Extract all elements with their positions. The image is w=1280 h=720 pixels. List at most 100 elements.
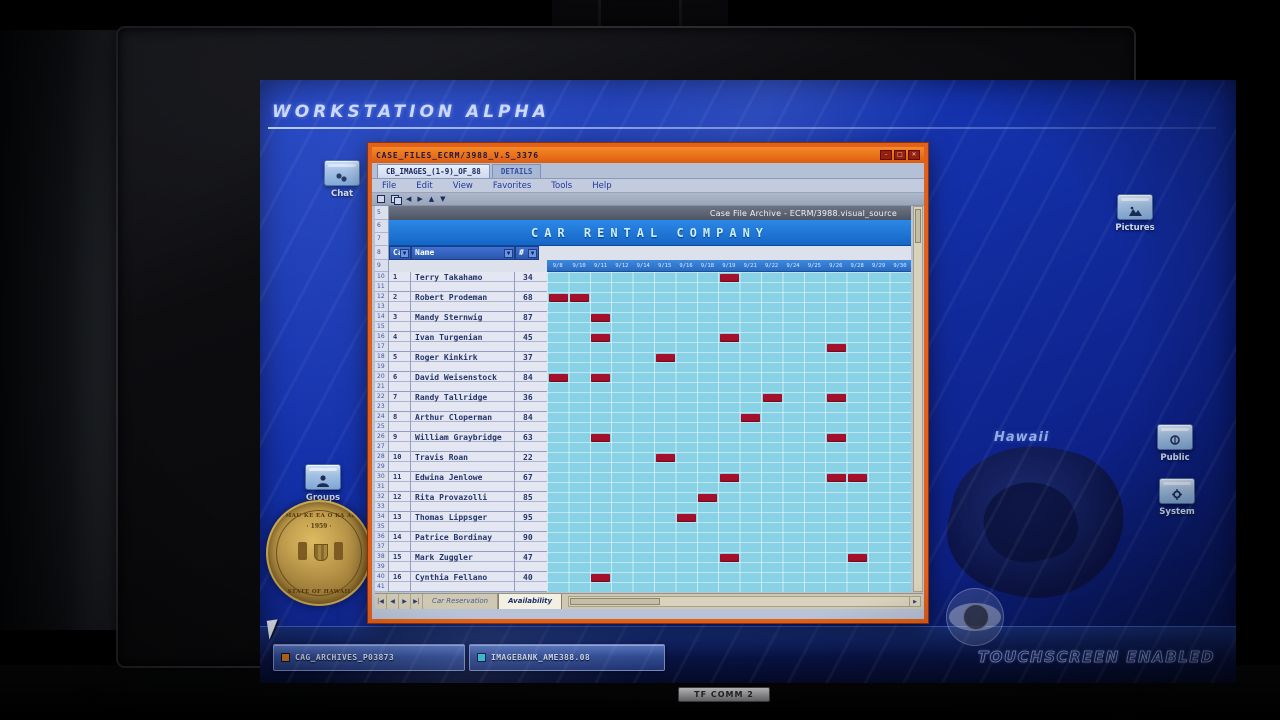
row-number-14[interactable]: 14: [375, 312, 388, 322]
doc-tab-details[interactable]: DETAILS: [491, 164, 542, 178]
filter-dropdown-icon[interactable]: ▼: [528, 249, 537, 258]
doc-tab-cb-images-1-9-of-88[interactable]: CB_IMAGES_(1-9)_OF_88: [377, 164, 490, 178]
row-number-5[interactable]: 5: [375, 206, 388, 220]
car-cell[interactable]: 5: [389, 352, 411, 372]
car-cell[interactable]: 16: [389, 572, 411, 592]
car-cell[interactable]: 4: [389, 332, 411, 352]
num-cell[interactable]: 95: [523, 513, 533, 522]
name-cell[interactable]: William Graybridge: [411, 432, 515, 452]
car-cell[interactable]: 1: [389, 272, 411, 292]
car-cell[interactable]: 2: [389, 292, 411, 312]
num-cell[interactable]: 40: [523, 573, 533, 582]
menu-favorites[interactable]: Favorites: [492, 180, 532, 191]
sheet-tab-availability[interactable]: Availability: [498, 594, 563, 609]
row-number-25[interactable]: 25: [375, 422, 388, 432]
sheet-nav-arrow[interactable]: ▶: [399, 594, 411, 609]
desktop-icon-groups[interactable]: Groups: [291, 464, 355, 503]
desktop-icon-pictures[interactable]: Pictures: [1103, 194, 1167, 233]
car-cell[interactable]: 15: [389, 552, 411, 572]
forward-icon[interactable]: ▶: [417, 195, 423, 203]
duplicate-window-icon[interactable]: [391, 195, 402, 205]
name-cell[interactable]: Terry Takahamo: [411, 272, 515, 292]
row-number-26[interactable]: 26: [375, 432, 388, 442]
row-number-20[interactable]: 20: [375, 372, 388, 382]
sheet-tab-car-reservation[interactable]: Car Reservation: [423, 594, 499, 609]
row-number-32[interactable]: 32: [375, 492, 388, 502]
car-cell[interactable]: 3: [389, 312, 411, 332]
desktop-icon-chat[interactable]: Chat: [310, 160, 374, 199]
vertical-scrollbar[interactable]: [913, 206, 923, 592]
num-cell[interactable]: 34: [523, 273, 533, 282]
filter-dropdown-icon[interactable]: ▼: [400, 249, 409, 258]
row-number-17[interactable]: 17: [375, 342, 388, 352]
name-cell[interactable]: Travis Roan: [411, 452, 515, 472]
car-cell[interactable]: 10: [389, 452, 411, 472]
table-row-mandy-sternwig[interactable]: 3 Mandy Sternwig 87: [389, 312, 547, 332]
row-number-7[interactable]: 7: [375, 233, 388, 246]
num-cell[interactable]: 36: [523, 393, 533, 402]
name-cell[interactable]: Cynthia Fellano: [411, 572, 515, 592]
row-number-35[interactable]: 35: [375, 522, 388, 532]
sheet-nav-arrow[interactable]: |◀: [375, 594, 387, 609]
desktop-icon-system[interactable]: System: [1145, 478, 1209, 517]
back-icon[interactable]: ◀: [406, 195, 412, 203]
table-row-roger-kinkirk[interactable]: 5 Roger Kinkirk 37: [389, 352, 547, 372]
name-cell[interactable]: Ivan Turgenian: [411, 332, 515, 352]
name-cell[interactable]: Mandy Sternwig: [411, 312, 515, 332]
name-cell[interactable]: Arthur Cloperman: [411, 412, 515, 432]
row-number-21[interactable]: 21: [375, 382, 388, 392]
table-row-mark-zuggler[interactable]: 15 Mark Zuggler 47: [389, 552, 547, 572]
car-cell[interactable]: 8: [389, 412, 411, 432]
menu-view[interactable]: View: [452, 180, 473, 191]
row-number-6[interactable]: 6: [375, 220, 388, 233]
desktop-icon-public[interactable]: Public: [1143, 424, 1207, 463]
table-row-terry-takahamo[interactable]: 1 Terry Takahamo 34: [389, 272, 547, 292]
horizontal-scrollbar-thumb[interactable]: [570, 598, 661, 605]
row-number-12[interactable]: 12: [375, 292, 388, 302]
num-cell[interactable]: 84: [523, 373, 533, 382]
car-cell[interactable]: 7: [389, 392, 411, 412]
row-number-38[interactable]: 38: [375, 552, 388, 562]
row-number-24[interactable]: 24: [375, 412, 388, 422]
new-window-icon[interactable]: [377, 195, 385, 203]
row-number-19[interactable]: 19: [375, 362, 388, 372]
row-number-36[interactable]: 36: [375, 532, 388, 542]
num-cell[interactable]: 45: [523, 333, 533, 342]
table-row-rita-provazolli[interactable]: 12 Rita Provazolli 85: [389, 492, 547, 512]
car-cell[interactable]: 12: [389, 492, 411, 512]
scroll-right-arrow[interactable]: ▶: [909, 597, 920, 606]
num-cell[interactable]: 87: [523, 313, 533, 322]
down-icon[interactable]: ▼: [440, 195, 446, 203]
name-cell[interactable]: Mark Zuggler: [411, 552, 515, 572]
horizontal-scrollbar[interactable]: ▶: [568, 596, 921, 607]
row-number-22[interactable]: 22: [375, 392, 388, 402]
taskbar-button-1[interactable]: CAG_ARCHIVES_P03873: [273, 644, 465, 671]
table-row-david-weisenstock[interactable]: 6 David Weisenstock 84: [389, 372, 547, 392]
num-cell[interactable]: 90: [523, 533, 533, 542]
table-row-william-graybridge[interactable]: 9 William Graybridge 63: [389, 432, 547, 452]
row-number-23[interactable]: 23: [375, 402, 388, 412]
table-row-travis-roan[interactable]: 10 Travis Roan 22: [389, 452, 547, 472]
name-cell[interactable]: Edwina Jenlowe: [411, 472, 515, 492]
row-number-15[interactable]: 15: [375, 322, 388, 332]
row-number-8[interactable]: 8: [375, 246, 388, 260]
num-cell[interactable]: 84: [523, 413, 533, 422]
num-cell[interactable]: 47: [523, 553, 533, 562]
car-cell[interactable]: 9: [389, 432, 411, 452]
row-number-27[interactable]: 27: [375, 442, 388, 452]
menu-tools[interactable]: Tools: [551, 180, 573, 191]
table-row-thomas-lippsger[interactable]: 13 Thomas Lippsger 95: [389, 512, 547, 532]
car-cell[interactable]: 6: [389, 372, 411, 392]
row-number-33[interactable]: 33: [375, 502, 388, 512]
name-cell[interactable]: Thomas Lippsger: [411, 512, 515, 532]
car-cell[interactable]: 11: [389, 472, 411, 492]
num-cell[interactable]: 68: [523, 293, 533, 302]
table-row-edwina-jenlowe[interactable]: 11 Edwina Jenlowe 67: [389, 472, 547, 492]
name-cell[interactable]: Randy Tallridge: [411, 392, 515, 412]
column-header-num[interactable]: # ▼: [515, 246, 539, 260]
table-row-cynthia-fellano[interactable]: 16 Cynthia Fellano 40: [389, 572, 547, 592]
row-number-41[interactable]: 41: [375, 582, 388, 592]
vertical-scrollbar-thumb[interactable]: [915, 209, 921, 243]
num-cell[interactable]: 22: [523, 453, 533, 462]
row-number-16[interactable]: 16: [375, 332, 388, 342]
